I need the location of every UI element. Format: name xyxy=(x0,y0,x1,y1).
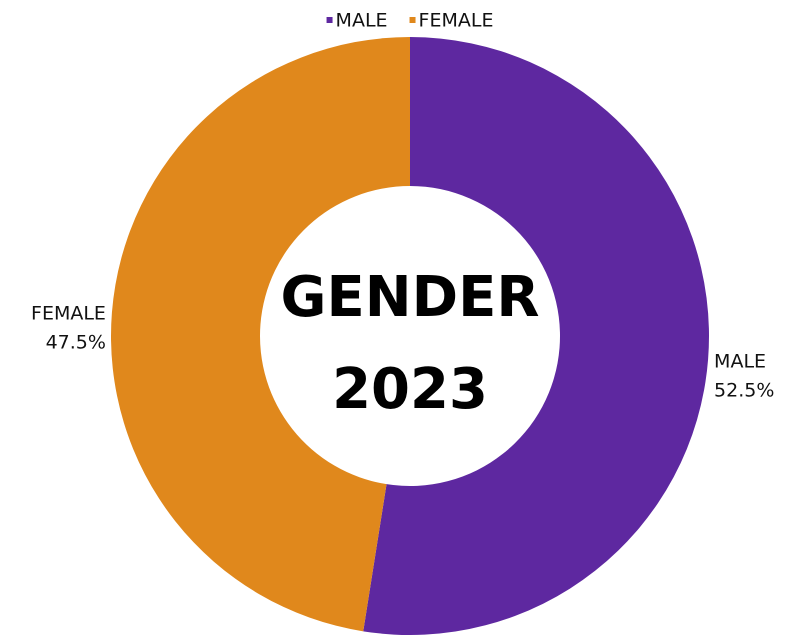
slice-category-label: MALE xyxy=(714,350,766,372)
slice-value-label: 52.5% xyxy=(714,379,774,401)
center-title: GENDER xyxy=(281,265,540,330)
slice-category-label: FEMALE xyxy=(31,303,106,325)
donut-slice xyxy=(363,37,710,635)
legend-label: FEMALE xyxy=(419,10,494,32)
center-title: 2023 xyxy=(332,357,488,422)
legend-marker xyxy=(326,17,333,23)
donut-slice xyxy=(111,37,411,632)
slice-value-label: 47.5% xyxy=(46,332,106,354)
legend-marker xyxy=(409,17,416,23)
legend-label: MALE xyxy=(336,10,388,32)
